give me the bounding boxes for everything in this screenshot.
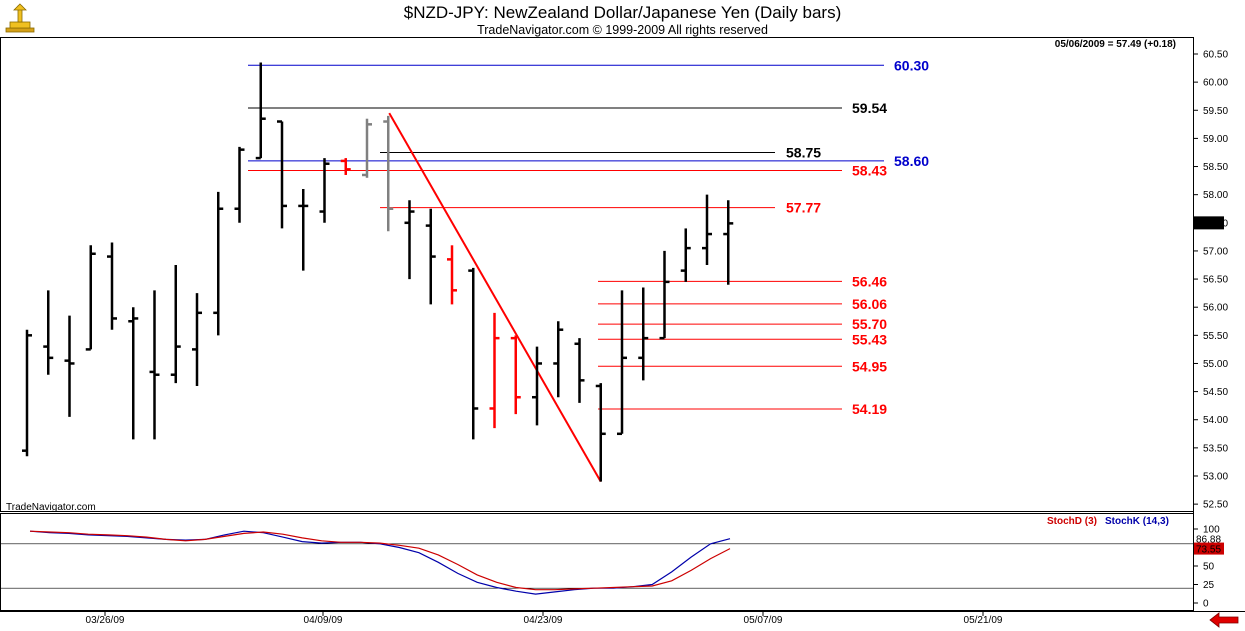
ohlc-bars (22, 62, 734, 482)
ohlc-bar (107, 242, 117, 330)
stoch-pane-frame (0, 513, 1194, 611)
date-tick-label: 04/09/09 (304, 615, 343, 626)
level-label: 56.46 (852, 273, 887, 289)
stoch-tick-label: 50 (1203, 562, 1215, 573)
scroll-left-arrow-icon[interactable] (1209, 612, 1239, 628)
chart-title: $NZD-JPY: NewZealand Dollar/Japanese Yen… (403, 3, 842, 22)
level-label: 55.70 (852, 316, 887, 332)
ohlc-bar (192, 293, 202, 386)
ohlc-bar (43, 290, 54, 375)
ohlc-bar (617, 290, 627, 436)
price-tick-label: 55.00 (1203, 359, 1228, 370)
ohlc-bar (553, 321, 564, 398)
stoch-tick-label: 0 (1203, 599, 1209, 610)
ohlc-bar (298, 189, 309, 271)
level-label: 54.95 (852, 358, 887, 374)
legend-stochd: StochD (3) (1047, 516, 1097, 527)
stoch-y-axis: 1007550250 (0, 525, 1220, 610)
ohlc-bar (128, 307, 139, 440)
ohlc-bar (234, 146, 245, 223)
copyright-text: TradeNavigator.com © 1999-2009 All right… (477, 23, 768, 37)
ohlc-bar (64, 315, 75, 417)
ohlc-bar (532, 346, 542, 426)
stochk-last-label: 86.88 (1196, 535, 1221, 546)
date-tick-label: 05/21/09 (964, 615, 1003, 626)
price-tick-label: 59.00 (1203, 134, 1228, 145)
ohlc-bar (723, 200, 734, 285)
price-tick-label: 59.50 (1203, 106, 1228, 117)
level-label: 59.54 (852, 100, 887, 116)
ohlc-bar (468, 267, 479, 440)
ohlc-bar (340, 158, 351, 175)
date-tick-label: 05/07/09 (744, 615, 783, 626)
date-tick-label: 04/23/09 (524, 615, 563, 626)
stoch-tick-label: 100 (1203, 525, 1220, 536)
price-tick-label: 56.00 (1203, 303, 1228, 314)
level-label: 58.75 (786, 144, 821, 160)
ohlc-bar (447, 245, 457, 305)
stochd-last-box (1194, 542, 1224, 555)
trendline-group (388, 112, 602, 483)
ohlc-bar (170, 265, 181, 384)
price-tick-label: 53.00 (1203, 472, 1228, 483)
price-tick-label: 54.00 (1203, 415, 1228, 426)
last-price-box (1194, 216, 1224, 230)
price-tick-label: 54.50 (1203, 387, 1228, 398)
trendline (388, 112, 602, 483)
date-tick-label: 03/26/09 (86, 615, 125, 626)
ohlc-bar (510, 335, 521, 415)
legend-stochk: StochK (14,3) (1105, 516, 1169, 527)
price-tick-label: 58.00 (1203, 190, 1228, 201)
fib-levels: 60.30 59.54 58.75 58.60 58.43 57.77 56.46 56.06… (248, 57, 929, 417)
ohlc-bar (277, 120, 287, 229)
stochk-last-box (1194, 532, 1224, 545)
ohlc-bar (213, 191, 224, 336)
price-tick-label: 55.50 (1203, 331, 1228, 342)
price-pane-frame (0, 37, 1194, 512)
price-tick-label: 57.00 (1203, 246, 1228, 257)
stochd-last-label: 73.55 (1196, 545, 1221, 556)
date-x-axis: 03/26/09 04/09/09 04/23/09 05/07/09 05/21/09 (86, 611, 1003, 626)
price-tick-label: 56.50 (1203, 275, 1228, 286)
watermark-text: TradeNavigator.com (6, 502, 96, 513)
level-label: 58.43 (852, 162, 887, 178)
level-label: 54.19 (852, 401, 887, 417)
ohlc-bar (149, 290, 160, 440)
ohlc-bar (489, 312, 500, 429)
ohlc-bar (702, 194, 712, 265)
last-price-label: 57.49 (1197, 219, 1222, 230)
ohlc-bar (680, 228, 691, 282)
stochk-line (29, 530, 731, 595)
stoch-tick-label: 25 (1203, 580, 1215, 591)
ohlc-bar (425, 208, 436, 305)
level-label: 57.77 (786, 200, 821, 216)
price-tick-label: 58.50 (1203, 162, 1228, 173)
price-tick-label: 60.50 (1203, 50, 1228, 61)
price-tick-label: 60.00 (1203, 78, 1228, 89)
level-label: 55.43 (852, 331, 887, 347)
ohlc-bar (319, 158, 330, 223)
ohlc-bar (383, 115, 394, 232)
ohlc-bar (595, 383, 606, 482)
stochd-line (29, 530, 731, 591)
ohlc-bar (574, 338, 585, 403)
trade-navigator-logo-icon[interactable] (4, 2, 36, 34)
ohlc-bar (362, 118, 372, 178)
ohlc-bar (638, 287, 649, 381)
ohlc-bar (255, 62, 266, 160)
last-price-marker: 57.49 (1194, 216, 1224, 230)
ohlc-bar (22, 329, 32, 457)
level-label: 60.30 (894, 57, 929, 73)
ohlc-bar (85, 245, 96, 351)
ohlc-bar (404, 200, 415, 280)
ohlc-bar (659, 250, 670, 340)
level-label: 56.06 (852, 296, 887, 312)
price-tick-label: 53.50 (1203, 443, 1228, 454)
price-y-axis: 60.5060.0059.5059.0058.5058.0057.5057.00… (1193, 50, 1228, 511)
last-quote-text: 05/06/2009 = 57.49 (+0.18) (1055, 39, 1176, 50)
level-label: 58.60 (894, 153, 929, 169)
price-tick-label: 52.50 (1203, 500, 1228, 511)
